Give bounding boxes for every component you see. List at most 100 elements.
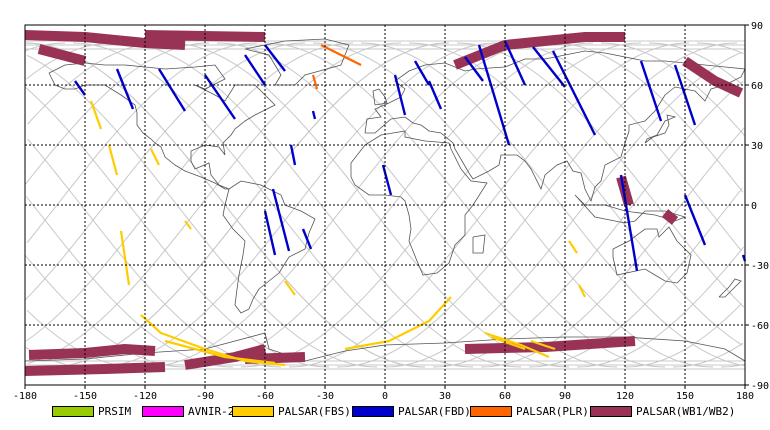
coastline — [574, 194, 687, 224]
palsar-fbs-swath — [344, 296, 452, 351]
legend-swatch-prism — [52, 405, 94, 417]
coastline — [472, 234, 486, 254]
palsar-fbd-swath — [393, 74, 407, 116]
palsar-fbs-swath — [484, 331, 550, 359]
palsar-fbd-swath — [264, 44, 286, 72]
palsar-fbs-swath — [89, 100, 103, 130]
legend-label-avnir2: AVNIR-2 — [188, 404, 235, 418]
palsar-fbs-swath — [164, 339, 276, 365]
x-tick-label: 60 — [499, 391, 511, 402]
palsar-fbs-swath — [490, 335, 526, 351]
palsar-wb-swath — [453, 32, 625, 70]
palsar-plr-swath — [311, 74, 319, 90]
x-tick-label: 90 — [559, 391, 571, 402]
palsar-fbd-swath — [204, 74, 236, 120]
palsar-wb-swath — [37, 44, 87, 66]
coastline — [48, 62, 276, 190]
coastline — [24, 332, 746, 362]
palsar-fbd-swath — [271, 188, 291, 252]
palsar-wb-swath — [661, 209, 679, 225]
y-tick-label: 30 — [751, 141, 763, 152]
legend-swatch-palsar-fbs — [232, 405, 274, 417]
orbit-track — [26, 42, 745, 368]
palsar-wb-swath — [464, 336, 636, 354]
palsar-fbd-swath — [477, 44, 511, 146]
x-tick-label: -30 — [316, 391, 334, 402]
legend-label-palsar-fbd: PALSAR(FBD) — [398, 404, 471, 418]
palsar-fbd-swath — [639, 60, 663, 122]
x-tick-label: 150 — [676, 391, 694, 402]
coastline — [222, 180, 316, 314]
palsar-fbs-swath — [107, 144, 119, 176]
legend-item-palsar-fbs: PALSAR(FBS) — [232, 404, 351, 418]
palsar-fbd-swath — [244, 54, 266, 86]
x-tick-label: -180 — [13, 391, 37, 402]
palsar-fbd-swath — [115, 68, 135, 110]
legend-item-prism: PRSIM — [52, 404, 131, 418]
legend-item-palsar-wb: PALSAR(WB1/WB2) — [590, 404, 735, 418]
legend-swatch-palsar-wb — [590, 405, 632, 417]
palsar-fbd-swath — [311, 110, 317, 120]
palsar-fbd-swath — [157, 68, 187, 112]
palsar-fbs-swath — [150, 148, 160, 166]
palsar-wb-swath — [244, 352, 306, 364]
palsar-fbs-swath — [284, 280, 296, 296]
palsar-fbd-swath — [464, 56, 484, 82]
palsar-fbd-swath — [289, 144, 297, 166]
x-tick-label: 0 — [382, 391, 388, 402]
legend-item-palsar-fbd: PALSAR(FBD) — [352, 404, 471, 418]
legend: PRSIM AVNIR-2 PALSAR(FBS) PALSAR(FBD) PA… — [0, 400, 770, 424]
legend-label-palsar-wb: PALSAR(WB1/WB2) — [636, 404, 736, 418]
legend-swatch-palsar-plr — [470, 405, 512, 417]
y-tick-label: 90 — [751, 21, 763, 32]
palsar-fbd-swath — [503, 40, 527, 86]
x-tick-label: 180 — [736, 391, 754, 402]
legend-label-palsar-fbs: PALSAR(FBS) — [278, 404, 351, 418]
coastline — [372, 88, 388, 106]
y-tick-label: 0 — [751, 201, 757, 212]
palsar-fbd-swath — [74, 80, 86, 96]
palsar-fbd-swath — [413, 60, 431, 86]
x-tick-label: 120 — [616, 391, 634, 402]
palsar-fbd-swath — [532, 46, 566, 88]
legend-item-palsar-plr: PALSAR(PLR) — [470, 404, 589, 418]
palsar-fbs-swath — [578, 284, 586, 298]
y-tick-label: -90 — [751, 381, 769, 392]
x-tick-label: 30 — [439, 391, 451, 402]
palsar-fbs-swath — [184, 220, 192, 230]
palsar-wb-swath — [28, 344, 156, 360]
graticule — [25, 25, 745, 385]
palsar-fbs-swath — [530, 339, 556, 351]
palsar-fbd-swath — [619, 174, 639, 272]
coastline — [644, 114, 677, 144]
coastline — [350, 130, 488, 276]
palsar-wb-swath — [24, 30, 186, 50]
legend-swatch-avnir2 — [142, 405, 184, 417]
x-tick-label: -120 — [133, 391, 157, 402]
palsar-fbd-swath — [427, 80, 443, 110]
axis-ticks: -180 -150 -120 -90 -60 -30 0 30 60 90 120 150 180 90 6… — [13, 21, 769, 402]
palsar-wb-swath — [682, 56, 744, 98]
y-tick-label: 60 — [751, 81, 763, 92]
x-tick-label: -90 — [196, 391, 214, 402]
y-tick-label: -60 — [751, 321, 769, 332]
palsar-fbs-swath — [568, 240, 578, 254]
coastline — [612, 226, 692, 284]
palsar-wb-swath — [144, 30, 266, 42]
coastline — [718, 278, 742, 298]
legend-label-palsar-plr: PALSAR(PLR) — [516, 404, 589, 418]
x-tick-label: -60 — [256, 391, 274, 402]
palsar-wb-swath — [24, 362, 166, 376]
palsar-fbd-swath — [683, 194, 707, 246]
palsar-fbs-swath — [119, 230, 131, 286]
legend-item-avnir2: AVNIR-2 — [142, 404, 234, 418]
palsar-fbd-swath — [301, 228, 313, 250]
palsar-fbd-swath — [263, 210, 277, 256]
legend-label-prism: PRSIM — [98, 404, 132, 418]
coastline — [244, 38, 350, 86]
palsar-fbd-swath — [381, 164, 393, 196]
palsar-fbd-swath — [551, 50, 597, 136]
palsar-plr-swath — [320, 44, 362, 66]
